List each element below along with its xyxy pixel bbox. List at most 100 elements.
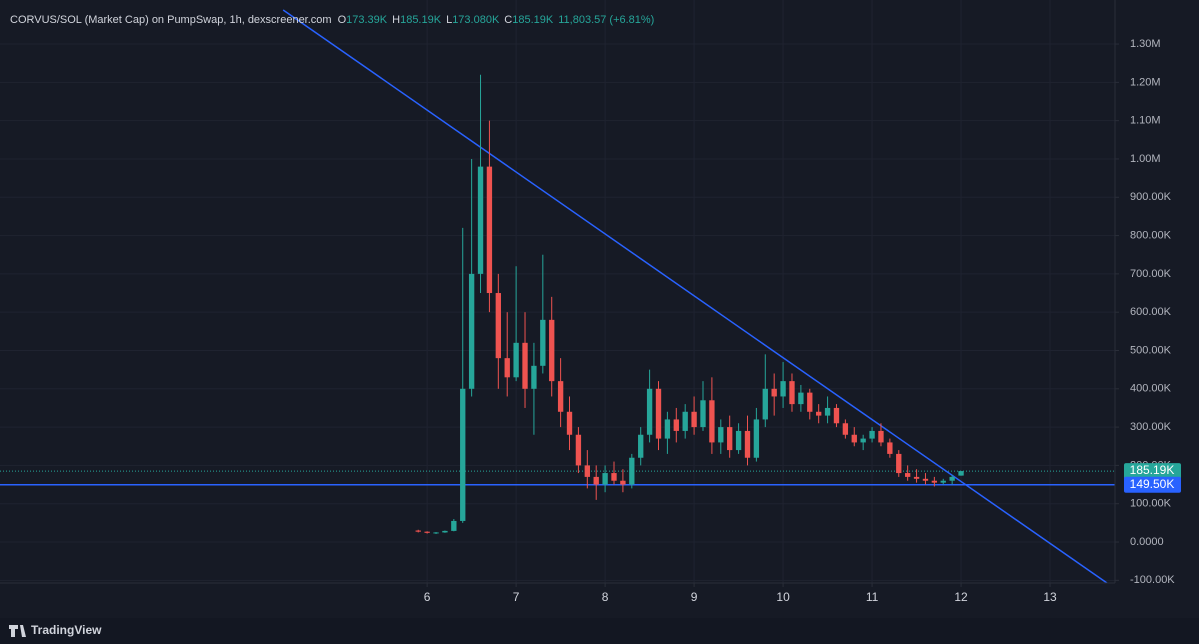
candle-body <box>816 411 822 416</box>
y-tick-label: 600.00K <box>1130 306 1172 318</box>
candle-body <box>451 520 457 531</box>
x-tick-label: 8 <box>602 590 609 604</box>
candle-body <box>931 480 938 483</box>
candle-body <box>655 388 662 439</box>
x-tick-label: 11 <box>866 590 879 604</box>
ohlc-key: H <box>392 14 400 26</box>
candle-body <box>824 407 831 416</box>
candle-body <box>842 423 849 435</box>
candle-body <box>878 430 884 443</box>
logo-icon <box>9 625 26 637</box>
candle-body <box>922 478 929 481</box>
candle-body <box>949 476 955 481</box>
y-tick-label: 1.10M <box>1130 115 1161 127</box>
ohlc-key: L <box>446 14 452 26</box>
y-tick-label: 1.00M <box>1130 153 1161 165</box>
drawings <box>0 9 1115 583</box>
candle-body <box>673 419 679 431</box>
y-tick-label: 500.00K <box>1130 344 1172 356</box>
candle-body <box>807 392 813 412</box>
ohlc-value: 173.39K <box>346 14 388 26</box>
candle-body <box>727 427 733 451</box>
candle-body <box>495 293 501 359</box>
ohlc-value: 185.19K <box>400 14 442 26</box>
candle-body <box>477 166 484 274</box>
y-tick-label: 300.00K <box>1130 421 1172 433</box>
candle-body <box>789 381 795 405</box>
candle-body <box>522 342 528 389</box>
trend-line <box>282 9 1108 583</box>
price-label: 185.19K <box>1130 463 1175 477</box>
x-tick-label: 13 <box>1043 590 1057 604</box>
candle-body <box>700 400 706 428</box>
candle-body <box>566 411 573 435</box>
y-tick-label: 900.00K <box>1130 191 1172 203</box>
candle-body <box>735 430 742 451</box>
y-tick-label: -100.00K <box>1130 574 1175 586</box>
candle-body <box>468 273 475 389</box>
candle-body <box>557 381 564 412</box>
candle-body <box>896 453 902 474</box>
y-tick-label: 400.00K <box>1130 383 1172 395</box>
candle-body <box>913 476 920 479</box>
candle-body <box>575 434 582 466</box>
candle-body <box>504 358 510 378</box>
candle-body <box>424 531 430 533</box>
y-tick-label: 700.00K <box>1130 268 1172 280</box>
y-tick-label: 100.00K <box>1130 498 1172 510</box>
x-tick-label: 12 <box>954 590 968 604</box>
chart-header: CORVUS/SOL (Market Cap) on PumpSwap, 1h,… <box>10 14 654 26</box>
price-label: 149.50K <box>1130 477 1175 491</box>
candle-body <box>682 411 688 431</box>
candle-body <box>593 476 599 485</box>
header-title: CORVUS/SOL (Market Cap) on PumpSwap, 1h,… <box>10 14 332 26</box>
candle-body <box>958 471 964 476</box>
price-label-box <box>1124 463 1181 480</box>
y-tick-label: 800.00K <box>1130 229 1172 241</box>
x-tick-label: 6 <box>424 590 431 604</box>
candle-body <box>620 480 626 485</box>
candle-body <box>513 342 519 378</box>
candle-body <box>771 388 777 397</box>
footer-bar <box>0 618 1199 644</box>
candle-body <box>904 473 911 477</box>
x-tick-label: 10 <box>776 590 790 604</box>
candle-body <box>611 473 617 481</box>
x-tick-label: 7 <box>513 590 520 604</box>
candle-body <box>664 419 671 439</box>
candle-body <box>486 166 493 294</box>
ohlc-value: 173.080K <box>452 14 500 26</box>
candle-body <box>602 473 608 485</box>
candle-body <box>442 530 448 533</box>
y-tick-label: 0.0000 <box>1130 536 1164 548</box>
candle-body <box>887 442 893 454</box>
candle-body <box>433 532 439 534</box>
ohlc-key: O <box>338 14 347 26</box>
candle-body <box>780 381 786 397</box>
candle-body <box>860 438 866 443</box>
candle-body <box>415 530 421 532</box>
candle-body <box>638 434 644 458</box>
candle-body <box>646 388 653 435</box>
candle-body <box>584 465 590 477</box>
candle-body <box>531 365 537 389</box>
y-tick-label: 1.30M <box>1130 38 1161 50</box>
candle-body <box>940 480 946 483</box>
x-tick-label: 9 <box>691 590 698 604</box>
candle-body <box>744 430 751 458</box>
candles <box>415 74 964 534</box>
candle-body <box>753 419 760 458</box>
candle-body <box>460 388 466 521</box>
candle-body <box>540 319 546 366</box>
candle-body <box>629 457 635 485</box>
y-tick-label: 1.20M <box>1130 76 1161 88</box>
axes: -100.00K0.0000100.00K200.00K300.00K400.0… <box>0 0 1175 604</box>
ohlc-value: 185.19K <box>512 14 554 26</box>
candle-body <box>851 434 857 443</box>
change-value: 11,803.57 (+6.81%) <box>558 14 654 26</box>
price-label-box <box>1124 476 1181 493</box>
candle-body <box>549 319 555 382</box>
